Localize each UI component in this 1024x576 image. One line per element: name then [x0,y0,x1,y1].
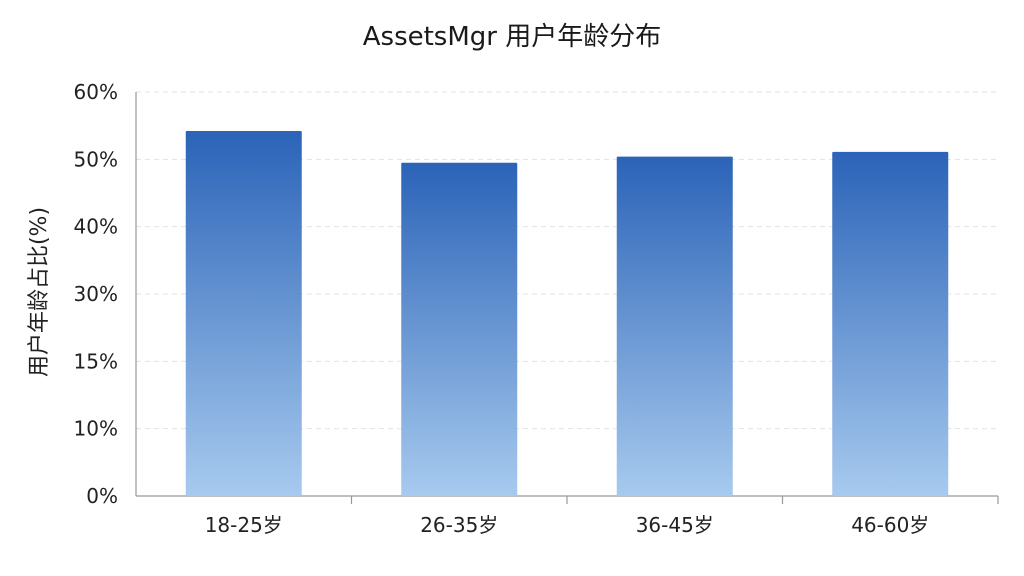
y-tick-label: 0% [86,484,118,508]
y-tick-label: 60% [74,80,118,104]
x-tick-label: 18-25岁 [205,513,283,537]
bar-1 [185,131,302,496]
y-tick-label: 10% [74,417,118,441]
y-tick-label: 15% [74,349,118,373]
bars [185,131,949,496]
bar-2 [401,162,518,496]
x-tick-label: 26-35岁 [420,513,498,537]
bar-3 [616,156,733,496]
y-tick-label: 50% [74,147,118,171]
bar-4 [832,151,949,496]
y-axis-title: 用户年龄占比(%) [27,207,52,377]
chart-title: AssetsMgr 用户年龄分布 [362,22,662,52]
y-tick-label: 30% [74,282,118,306]
tick-labels: 0% 10% 15% 30% 40% 50% 60% 18-25岁 26-35岁 36-45岁 46… [74,80,930,537]
y-tick-label: 40% [74,215,118,239]
x-tick-label: 36-45岁 [636,513,714,537]
x-tick-label: 46-60岁 [851,513,929,537]
